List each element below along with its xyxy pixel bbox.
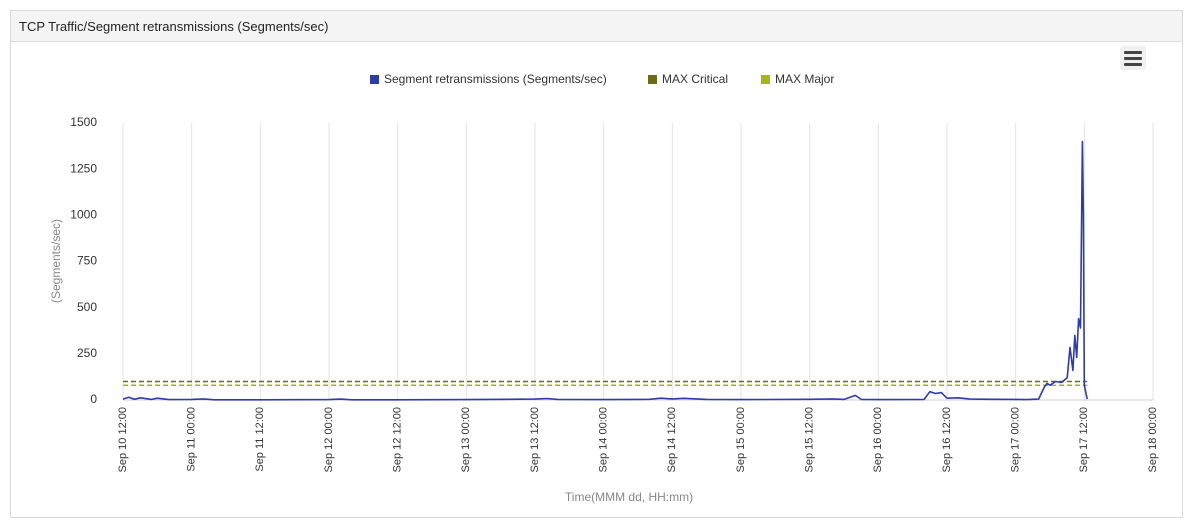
x-tick-label: Sep 17 12:00 (1078, 407, 1090, 472)
y-tick-label: 500 (77, 300, 97, 314)
x-tick-label: Sep 15 12:00 (804, 407, 816, 472)
x-tick-label: Sep 16 12:00 (941, 407, 953, 472)
legend-swatch-1 (648, 75, 657, 84)
legend-swatch-2 (761, 75, 770, 84)
legend-swatch-0 (370, 75, 379, 84)
panel-header: TCP Traffic/Segment retransmissions (Seg… (11, 11, 1182, 42)
legend-label-2: MAX Major (775, 72, 834, 86)
y-tick-label: 1500 (70, 115, 97, 129)
panel-title: TCP Traffic/Segment retransmissions (Seg… (19, 18, 329, 34)
x-tick-label: Sep 17 00:00 (1010, 407, 1022, 472)
x-tick-label: Sep 12 00:00 (323, 407, 335, 472)
hamburger-menu-icon[interactable] (1120, 46, 1146, 70)
series-line-0 (122, 140, 1088, 401)
y-tick-label: 250 (77, 346, 97, 360)
x-tick-label: Sep 16 00:00 (872, 407, 884, 472)
x-axis-title: Time(MMM dd, HH:mm) (565, 490, 693, 504)
legend-label-0: Segment retransmissions (Segments/sec) (384, 72, 607, 86)
x-tick-label: Sep 13 12:00 (529, 407, 541, 472)
x-tick-label: Sep 11 12:00 (254, 407, 266, 472)
x-tick-label: Sep 18 00:00 (1147, 407, 1159, 472)
y-tick-label: 1250 (70, 161, 97, 175)
x-tick-label: Sep 13 00:00 (460, 407, 472, 472)
x-tick-label: Sep 15 00:00 (735, 407, 747, 472)
y-tick-label: 750 (77, 254, 97, 268)
x-tick-label: Sep 11 00:00 (186, 407, 198, 472)
chart-panel: TCP Traffic/Segment retransmissions (Seg… (10, 10, 1183, 518)
y-axis-title: (Segments/sec) (49, 219, 63, 303)
x-tick-label: Sep 10 12:00 (117, 407, 129, 472)
x-tick-label: Sep 14 00:00 (598, 407, 610, 472)
x-tick-label: Sep 12 12:00 (392, 407, 404, 472)
legend-label-1: MAX Critical (662, 72, 728, 86)
y-tick-label: 0 (90, 392, 97, 406)
x-tick-label: Sep 14 12:00 (666, 407, 678, 472)
y-tick-label: 1000 (70, 208, 97, 222)
